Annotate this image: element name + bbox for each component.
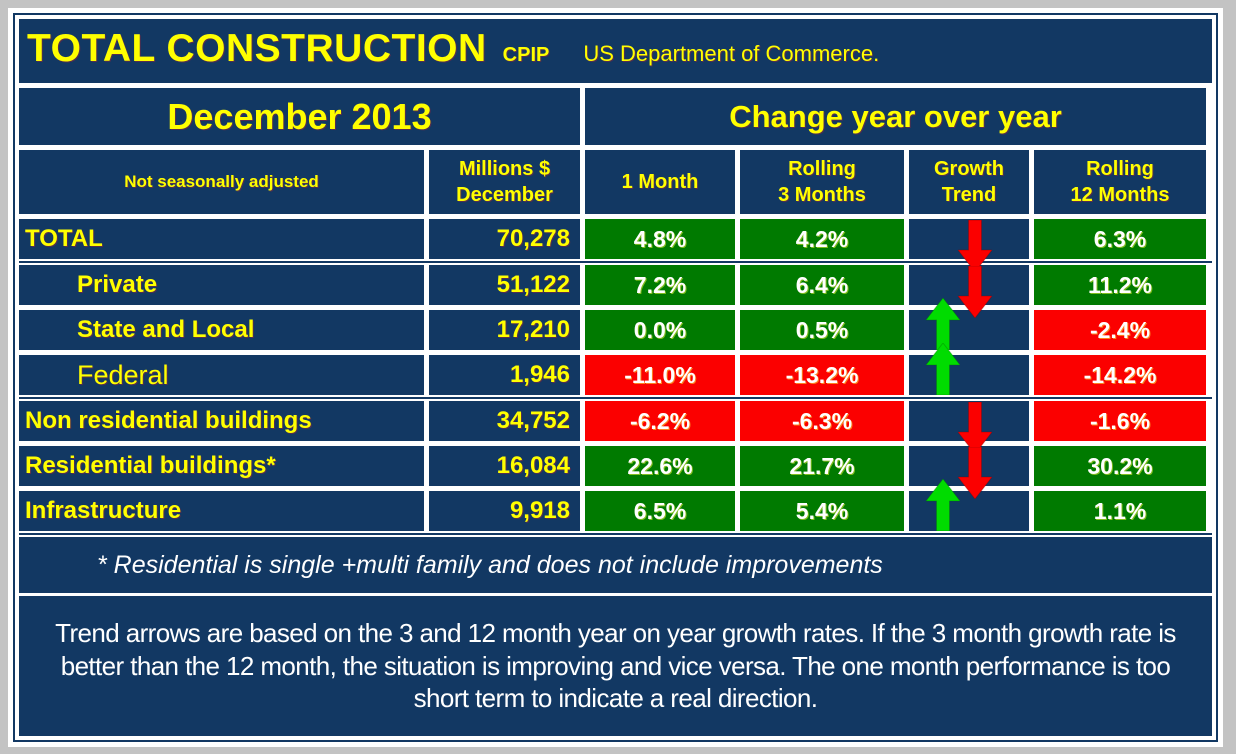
growth-trend-cell bbox=[909, 219, 1029, 272]
pct-1-month-cell: -6.2% bbox=[585, 401, 735, 441]
pct-rolling-12-months-cell: 1.1% bbox=[1034, 491, 1206, 531]
column-header-not-seasonally-adjusted: Not seasonally adjusted bbox=[19, 150, 424, 214]
title-source: US Department of Commerce. bbox=[583, 41, 880, 66]
growth-trend-cell bbox=[909, 343, 1029, 395]
trend-down-arrow-icon bbox=[958, 220, 992, 272]
pct-1-month-cell: -11.0% bbox=[585, 355, 735, 395]
row-value-millions: 17,210 bbox=[429, 310, 580, 350]
pct-rolling-12-months-cell: 11.2% bbox=[1034, 265, 1206, 305]
table-row: Infrastructure 9,918 6.5% 5.4% 1.1% bbox=[19, 479, 1212, 531]
row-value-millions: 9,918 bbox=[429, 491, 580, 531]
pct-rolling-12-months-cell: 6.3% bbox=[1034, 219, 1206, 259]
pct-rolling-12-months-cell: -1.6% bbox=[1034, 401, 1206, 441]
table-row: Private 51,122 7.2% 6.4% 11.2% bbox=[19, 265, 1212, 318]
column-header-1-month: 1 Month bbox=[585, 150, 735, 214]
trend-up-arrow-icon bbox=[926, 298, 960, 350]
pct-rolling-3-months-cell: 4.2% bbox=[740, 219, 904, 259]
row-value-millions: 34,752 bbox=[429, 401, 580, 441]
pct-1-month-cell: 4.8% bbox=[585, 219, 735, 259]
section-divider bbox=[19, 261, 1212, 263]
pct-rolling-3-months-cell: 6.4% bbox=[740, 265, 904, 305]
construction-table: TOTAL CONSTRUCTION CPIP US Department of… bbox=[19, 19, 1212, 736]
row-label: Infrastructure bbox=[19, 491, 424, 531]
period-header: December 2013 bbox=[19, 88, 580, 145]
pct-1-month-cell: 6.5% bbox=[585, 491, 735, 531]
pct-1-month-cell: 22.6% bbox=[585, 446, 735, 486]
change-yoy-header: Change year over year bbox=[585, 88, 1206, 145]
pct-1-month-cell: 7.2% bbox=[585, 265, 735, 305]
pct-rolling-3-months-cell: 5.4% bbox=[740, 491, 904, 531]
growth-trend-cell bbox=[909, 265, 1029, 318]
trend-down-arrow-icon bbox=[958, 447, 992, 499]
trend-up-arrow-icon bbox=[926, 343, 960, 395]
table-row: State and Local 17,210 0.0% 0.5% -2.4% bbox=[19, 298, 1212, 350]
pct-rolling-3-months-cell: 0.5% bbox=[740, 310, 904, 350]
pct-1-month-cell: 0.0% bbox=[585, 310, 735, 350]
table-body: TOTAL 70,278 4.8% 4.2% 6.3% Private 51,1… bbox=[19, 219, 1212, 537]
growth-trend-cell bbox=[909, 479, 1029, 531]
row-label: Federal bbox=[19, 355, 424, 395]
pct-rolling-12-months-cell: -14.2% bbox=[1034, 355, 1206, 395]
table-row: Residential buildings* 16,084 22.6% 21.7… bbox=[19, 446, 1212, 499]
row-label: Residential buildings* bbox=[19, 446, 424, 486]
page-title: TOTAL CONSTRUCTION bbox=[27, 27, 487, 70]
pct-rolling-3-months-cell: -6.3% bbox=[740, 401, 904, 441]
row-value-millions: 16,084 bbox=[429, 446, 580, 486]
pct-rolling-12-months-cell: -2.4% bbox=[1034, 310, 1206, 350]
growth-trend-cell bbox=[909, 298, 1029, 350]
row-label: Private bbox=[19, 265, 424, 305]
column-header-rolling-12-months: Rolling 12 Months bbox=[1034, 150, 1206, 214]
row-value-millions: 70,278 bbox=[429, 219, 580, 259]
title-row: TOTAL CONSTRUCTION CPIP US Department of… bbox=[19, 19, 1212, 83]
trend-up-arrow-icon bbox=[926, 479, 960, 531]
growth-trend-cell bbox=[909, 401, 1029, 454]
residential-footnote: * Residential is single +multi family an… bbox=[19, 537, 1212, 593]
table-frame: TOTAL CONSTRUCTION CPIP US Department of… bbox=[8, 8, 1223, 747]
column-header-growth-trend: Growth Trend bbox=[909, 150, 1029, 214]
section-divider bbox=[19, 533, 1212, 535]
section-header-row: December 2013 Change year over year bbox=[19, 88, 1212, 145]
trend-down-arrow-icon bbox=[958, 266, 992, 318]
trend-arrows-note: Trend arrows are based on the 3 and 12 m… bbox=[19, 596, 1212, 736]
table-row: Non residential buildings 34,752 -6.2% -… bbox=[19, 401, 1212, 454]
trend-down-arrow-icon bbox=[958, 402, 992, 454]
table-frame-inner-rule: TOTAL CONSTRUCTION CPIP US Department of… bbox=[13, 13, 1218, 742]
pct-rolling-3-months-cell: 21.7% bbox=[740, 446, 904, 486]
pct-rolling-3-months-cell: -13.2% bbox=[740, 355, 904, 395]
row-label: TOTAL bbox=[19, 219, 424, 259]
column-header-millions-december: Millions $ December bbox=[429, 150, 580, 214]
row-label: Non residential buildings bbox=[19, 401, 424, 441]
column-header-row: Not seasonally adjusted Millions $ Decem… bbox=[19, 150, 1212, 214]
row-label: State and Local bbox=[19, 310, 424, 350]
table-row: TOTAL 70,278 4.8% 4.2% 6.3% bbox=[19, 219, 1212, 272]
row-value-millions: 51,122 bbox=[429, 265, 580, 305]
section-divider bbox=[19, 397, 1212, 399]
pct-rolling-12-months-cell: 30.2% bbox=[1034, 446, 1206, 486]
column-header-rolling-3-months: Rolling 3 Months bbox=[740, 150, 904, 214]
row-value-millions: 1,946 bbox=[429, 355, 580, 395]
title-cpip-tag: CPIP bbox=[502, 44, 550, 66]
table-row: Federal 1,946 -11.0% -13.2% -14.2% bbox=[19, 343, 1212, 395]
growth-trend-cell bbox=[909, 446, 1029, 499]
